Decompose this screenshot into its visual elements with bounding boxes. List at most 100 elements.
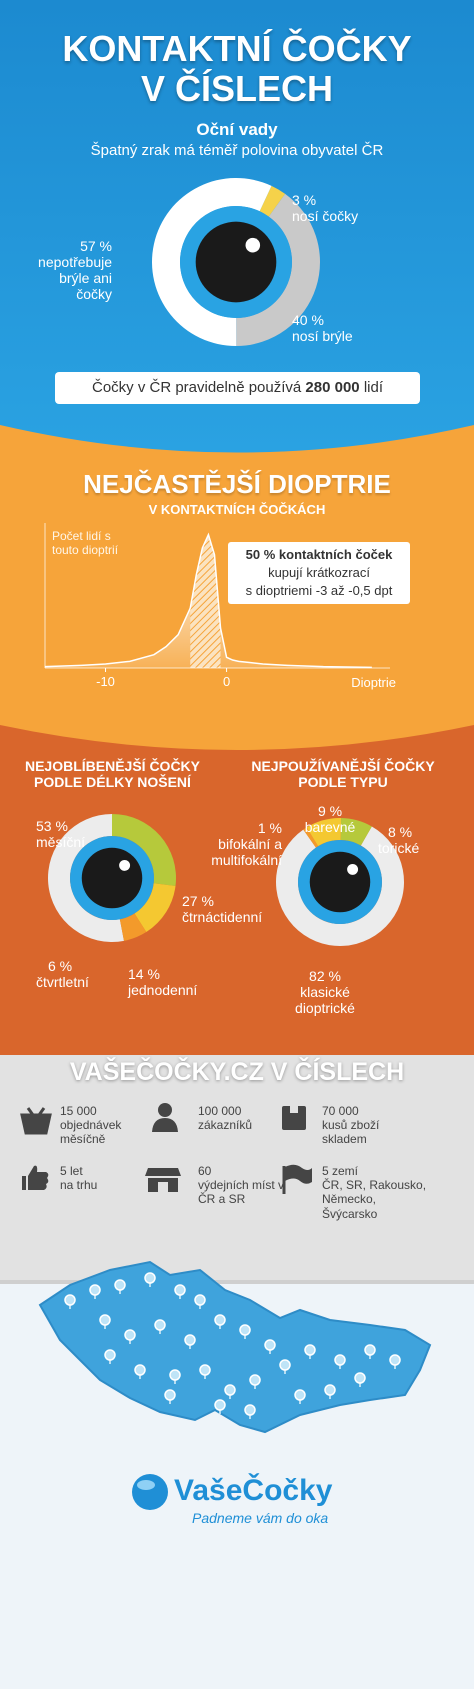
stat-value: 5 let [60,1164,83,1178]
pin-head [364,1344,376,1356]
callout: Čočky v ČR pravidelně používá 280 000 li… [55,379,420,396]
category-label: jednodenní [128,982,198,998]
logo-shine [137,1480,155,1490]
category-label: čtrnáctidenní [182,909,263,925]
pin-head [184,1334,196,1346]
stat-value: 5 zemí [322,1164,359,1178]
pin-head [279,1359,291,1371]
chart-title: NEJČASTĚJŠÍ DIOPTRIE [83,469,391,499]
callout-text: Čočky v ČR pravidelně používá [91,379,302,396]
pin-head [294,1389,306,1401]
pupil [195,221,277,303]
callout-number: 280 000 [305,379,360,396]
data-label: 82 % [309,968,341,984]
x-tick-label: -10 [96,674,115,689]
icon-shop [145,1168,181,1192]
pin-head [214,1399,226,1411]
pupil [81,847,143,909]
title-line: V ČÍSLECH [140,68,334,109]
pin-head [154,1319,166,1331]
icon-box-tape [290,1106,298,1113]
chart-title: NEJOBLÍBENĚJŠÍ ČOČKY PODLE DÉLKY NOŠENÍ [24,758,201,791]
pin-head [99,1314,111,1326]
eye-shine [347,863,359,875]
pin-head [334,1354,346,1366]
chart-title: Oční vady [196,120,278,139]
icon-box [282,1106,306,1130]
stat-label: ČR, SR, Rakousko, Německo, Švýcarsko [322,1178,427,1221]
stat-value: 70 000 [322,1104,359,1118]
pin-head [354,1372,366,1384]
data-label: 27 % [182,893,214,909]
icon-thumb [22,1165,49,1190]
eye-shine [245,237,261,253]
icon-person-body [152,1118,178,1132]
map-pins [64,1272,401,1419]
pin-head [169,1369,181,1381]
data-label: 6 % [48,958,73,974]
stat-label: zákazníků [198,1118,253,1132]
pie-segment [303,827,319,848]
pin-head [174,1284,186,1296]
pie-segment [259,185,286,217]
stat-value: 15 000 [60,1104,97,1118]
icon-person-head [158,1103,172,1117]
pin-head [239,1324,251,1336]
pin-head [114,1279,126,1291]
stat-value: 100 000 [198,1104,242,1118]
pin-head [324,1384,336,1396]
slogan: Padneme vám do oka [192,1510,329,1526]
data-label: 40 % [292,312,324,328]
stat-value: 60 [198,1164,212,1178]
icons [20,1103,312,1194]
stat-label: na trhu [60,1178,98,1192]
category-label: bifokální a multifokální [211,836,282,869]
pin-head [124,1329,136,1341]
pin-head [249,1374,261,1386]
pie-segment [236,193,320,346]
data-label: 57 % [80,238,112,254]
pin-head [264,1339,276,1351]
annotation: kupují krátkozrací [268,565,370,580]
chart-title: NEJPOUŽÍVANĚJŠÍ ČOČKY PODLE TYPU [251,758,435,791]
pin-head [89,1284,101,1296]
x-axis-label: Dioptrie [351,675,396,690]
pin-head [134,1364,146,1376]
annotation: s dioptriemi -3 až -0,5 dpt [245,583,393,598]
y-axis-label: Počet lidí s touto dioptrií [52,529,119,557]
eye-shine [119,859,131,871]
brand: VašeČočky [174,1474,333,1507]
data-label: 53 % [36,818,68,834]
pie-segment [306,818,342,847]
category-label: nosí brýle [292,328,353,344]
category-label: klasické dioptrické [295,984,355,1017]
pin-head [199,1364,211,1376]
category-label: nepotřebuje brýle ani čočky [38,254,112,303]
icon-basket [20,1107,52,1135]
pin-head [304,1344,316,1356]
pin-head [389,1354,401,1366]
divider [0,1280,474,1284]
callout-box [55,372,420,404]
category-label: měsíční [36,834,86,850]
pupil [309,851,371,913]
chart-subtitle: Špatný zrak má téměř polovina obyvatel Č… [90,142,384,159]
data-label: 3 % [292,192,317,208]
category-label: čtvrtletní [36,974,89,990]
pin-head [64,1294,76,1306]
pie-segment [112,814,176,887]
pin-head [214,1314,226,1326]
pin-head [104,1349,116,1361]
category-label: torické [378,840,420,856]
pie-segment [134,883,176,933]
pin-head [164,1389,176,1401]
data-label: 8 % [388,824,413,840]
category-label: barevné [304,819,356,835]
pie-segment [151,178,272,346]
icon-shop-door [158,1182,168,1192]
x-tick-label: 0 [223,674,230,689]
section-stats [0,1055,474,1280]
data-label: 9 % [317,803,343,819]
